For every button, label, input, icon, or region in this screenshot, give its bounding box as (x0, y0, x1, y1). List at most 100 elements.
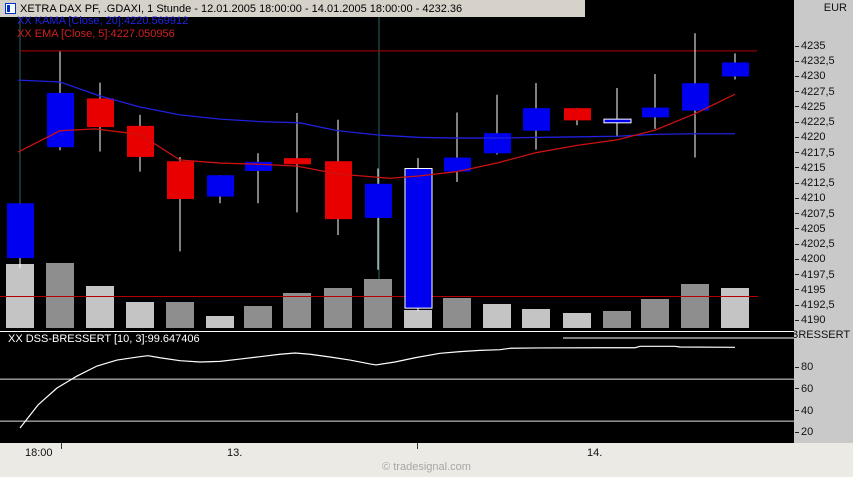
candle-body (47, 92, 74, 148)
price-axis[interactable]: EUR BRESSERT 4235 4232,5 4230 4227,5 4225 422… (794, 0, 853, 443)
candle-body (245, 161, 272, 171)
candle-body (484, 133, 511, 154)
volume-bar (6, 264, 34, 328)
dss-tick-label: 80 (801, 361, 814, 373)
chart-window-icon[interactable] (5, 3, 16, 14)
volume-bar (681, 284, 709, 328)
kama-indicator-label: XX KAMA [Close, 20]:4220.569912 (17, 15, 189, 27)
volume-bar (283, 293, 311, 328)
volume-bar (46, 263, 74, 328)
candle-body (444, 157, 471, 172)
price-tick-label: 4217,5 (801, 146, 835, 159)
candle-body (365, 183, 392, 218)
dss-tick-mark (795, 410, 799, 412)
volume-bar (166, 302, 194, 328)
price-tick-mark (795, 182, 799, 184)
volume-bar (206, 316, 234, 328)
volume-bar (443, 298, 471, 328)
price-tick-mark (795, 60, 799, 62)
price-tick-mark (795, 274, 799, 276)
dss-indicator-label: XX DSS-BRESSERT [10, 3]:99.647406 (8, 333, 200, 345)
candle-body (284, 158, 311, 165)
price-tick-mark (795, 167, 799, 169)
price-tick-label: 4230 (801, 70, 826, 83)
volume-bar (244, 306, 272, 328)
chart-canvas[interactable] (0, 0, 853, 443)
volume-bar (721, 288, 749, 328)
dss-line (19, 345, 736, 429)
price-tick-label: 4207,5 (801, 207, 835, 220)
currency-label: EUR (823, 2, 847, 14)
candle-body (523, 108, 550, 131)
price-tick-label: 4225 (801, 100, 826, 113)
price-tick-mark (795, 228, 799, 230)
price-tick-mark (795, 121, 799, 123)
price-tick-label: 4212,5 (801, 177, 835, 190)
title-bar: XETRA DAX PF, .GDAXI, 1 Stunde - 12.01.2… (0, 0, 585, 17)
price-tick-mark (795, 213, 799, 215)
time-axis[interactable]: © tradesignal.com 18:00 13. 14. (0, 443, 853, 477)
price-tick-mark (795, 152, 799, 154)
volume-bar (324, 288, 352, 328)
volume-bar (364, 279, 392, 328)
price-tick-label: 4210 (801, 192, 826, 205)
price-tick-label: 4202,5 (801, 238, 835, 251)
price-tick-label: 4215 (801, 161, 826, 174)
price-tick-label: 4235 (801, 40, 826, 52)
price-tick-mark (795, 136, 799, 138)
time-label: 14. (587, 447, 603, 459)
price-tick-label: 4192,5 (801, 299, 835, 312)
price-tick-mark (795, 106, 799, 108)
dss-tick-label: 20 (801, 426, 814, 439)
time-tick-mark (61, 443, 62, 449)
price-tick-mark (795, 289, 799, 291)
dss-tick-mark (795, 431, 799, 433)
candle-body (207, 175, 234, 197)
tradesignal-watermark: © tradesignal.com (382, 461, 471, 473)
candle-body (642, 107, 669, 118)
candle-body (404, 168, 433, 309)
ema-line (17, 93, 736, 179)
volume-bar (86, 286, 114, 328)
candle-body (722, 62, 749, 77)
price-tick-mark (795, 319, 799, 321)
candle-body (167, 161, 194, 200)
price-tick-mark (795, 243, 799, 245)
volume-bar (563, 313, 591, 328)
dss-pane-axis-label: BRESSERT (794, 329, 851, 341)
window-title: XETRA DAX PF, .GDAXI, 1 Stunde - 12.01.2… (20, 2, 463, 15)
time-label: 18:00 (25, 447, 53, 459)
candle-body (127, 125, 154, 157)
price-tick-label: 4195 (801, 283, 826, 296)
volume-bar (126, 302, 154, 328)
volume-bar (404, 310, 432, 328)
volume-bar (603, 311, 631, 328)
volume-bar (641, 299, 669, 328)
price-tick-mark (795, 91, 799, 93)
plot-background (0, 0, 794, 443)
candle-body (603, 118, 632, 124)
price-tick-label: 4205 (801, 222, 826, 235)
candle-body (682, 83, 709, 111)
dss-tick-label: 40 (801, 404, 814, 417)
price-tick-mark (795, 197, 799, 199)
price-tick-label: 4227,5 (801, 85, 835, 98)
price-tick-mark (795, 304, 799, 306)
price-tick-label: 4232,5 (801, 55, 835, 68)
price-tick-label: 4190 (801, 314, 826, 327)
candle-body (7, 203, 34, 259)
time-label: 13. (227, 447, 243, 459)
price-tick-label: 4200 (801, 253, 826, 266)
volume-bar (483, 304, 511, 328)
dss-tick-mark (795, 366, 799, 368)
price-tick-mark (795, 258, 799, 260)
candle-body (325, 161, 352, 220)
price-tick-mark (795, 75, 799, 77)
candle-body (564, 108, 591, 121)
kama-line (17, 79, 735, 139)
price-tick-label: 4220 (801, 131, 826, 144)
ema-indicator-label: XX EMA [Close, 5]:4227.050956 (17, 28, 175, 40)
dss-tick-label: 60 (801, 382, 814, 395)
dss-tick-mark (795, 388, 799, 390)
